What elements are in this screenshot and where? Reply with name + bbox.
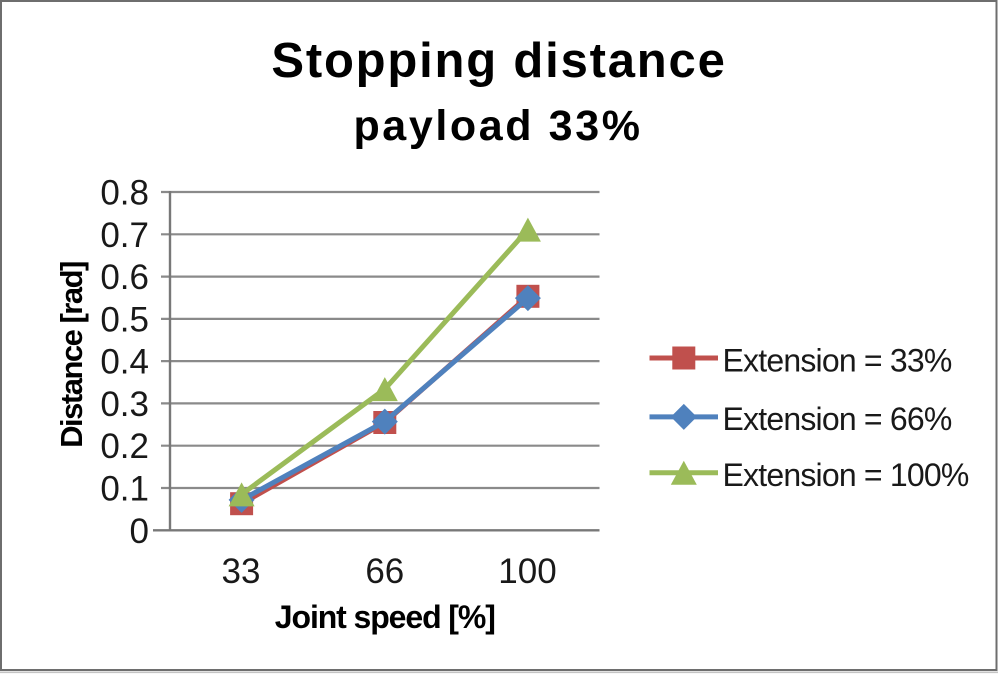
svg-text:0.3: 0.3	[100, 385, 149, 424]
svg-text:Stopping distance: Stopping distance	[271, 34, 726, 88]
svg-text:0.7: 0.7	[100, 216, 149, 255]
svg-text:0.4: 0.4	[100, 343, 149, 382]
svg-text:Extension = 66%: Extension = 66%	[723, 401, 952, 437]
svg-text:100: 100	[498, 552, 556, 591]
svg-text:Extension = 33%: Extension = 33%	[723, 342, 952, 378]
svg-text:Joint speed [%]: Joint speed [%]	[275, 599, 495, 635]
svg-text:Distance [rad]: Distance [rad]	[54, 262, 89, 448]
svg-text:0.1: 0.1	[100, 470, 149, 509]
svg-text:0: 0	[130, 512, 149, 551]
svg-text:0.6: 0.6	[100, 258, 149, 297]
svg-text:0.2: 0.2	[100, 427, 149, 466]
svg-text:payload 33%: payload 33%	[353, 102, 642, 150]
svg-text:Extension = 100%: Extension = 100%	[723, 457, 969, 493]
svg-text:0.8: 0.8	[100, 174, 149, 213]
svg-text:66: 66	[365, 552, 404, 591]
svg-text:0.5: 0.5	[100, 300, 149, 339]
svg-text:33: 33	[222, 552, 261, 591]
